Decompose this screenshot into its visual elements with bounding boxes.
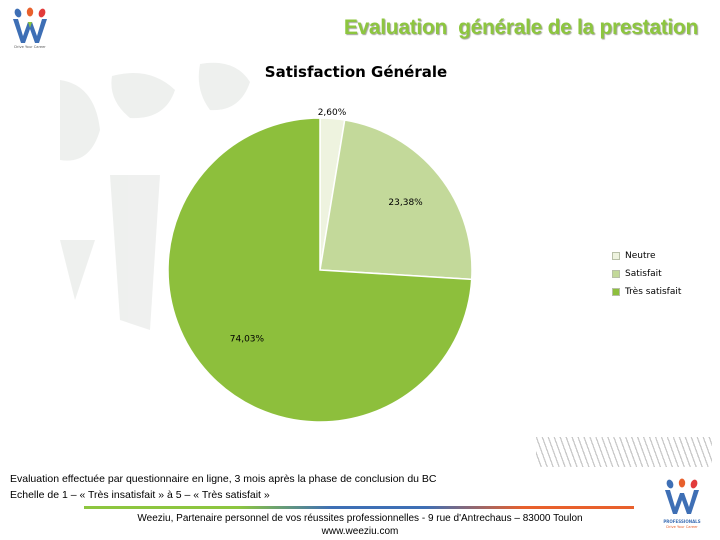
legend-swatch	[612, 270, 620, 278]
method-note: Evaluation effectuée par questionnaire e…	[10, 473, 437, 485]
footer-color-bar	[84, 506, 634, 509]
legend-item-neutre: Neutre	[612, 247, 681, 265]
data-label-0: 2,60%	[318, 108, 347, 118]
legend-label: Très satisfait	[625, 287, 682, 297]
footer-address: Weeziu, Partenaire personnel de vos réus…	[137, 513, 583, 524]
logo-tagline-top: PROFESSIONALS	[663, 519, 701, 524]
chart-title: Satisfaction Générale	[264, 63, 448, 81]
scale-note: Echelle de 1 – « Très insatisfait » à 5 …	[10, 489, 270, 501]
data-label-2: 74,03%	[230, 335, 265, 345]
weeziu-professionals-logo: PROFESSIONALS Drive Your Career	[658, 478, 706, 534]
legend-item-tres-satisfait: Très satisfait	[612, 283, 681, 301]
legend-item-satisfait: Satisfait	[612, 265, 681, 283]
logo-tagline: Drive Your Career	[14, 45, 46, 49]
chart-legend: Neutre Satisfait Très satisfait	[612, 247, 681, 301]
data-label-1: 23,38%	[388, 198, 423, 208]
slide-title: Evaluation générale de la prestation	[343, 16, 698, 39]
legend-swatch	[612, 252, 620, 260]
legend-label: Neutre	[625, 251, 656, 261]
decorative-slashes	[536, 437, 712, 467]
legend-label: Satisfait	[625, 269, 662, 279]
logo-tagline-bottom: Drive Your Career	[666, 525, 698, 529]
footer-website[interactable]: www.weeziu.com	[321, 526, 399, 537]
legend-swatch	[612, 288, 620, 296]
weeziu-logo: Drive Your Career	[8, 6, 52, 52]
pie-slice-1	[319, 119, 473, 281]
pie-slice-2	[167, 117, 473, 423]
